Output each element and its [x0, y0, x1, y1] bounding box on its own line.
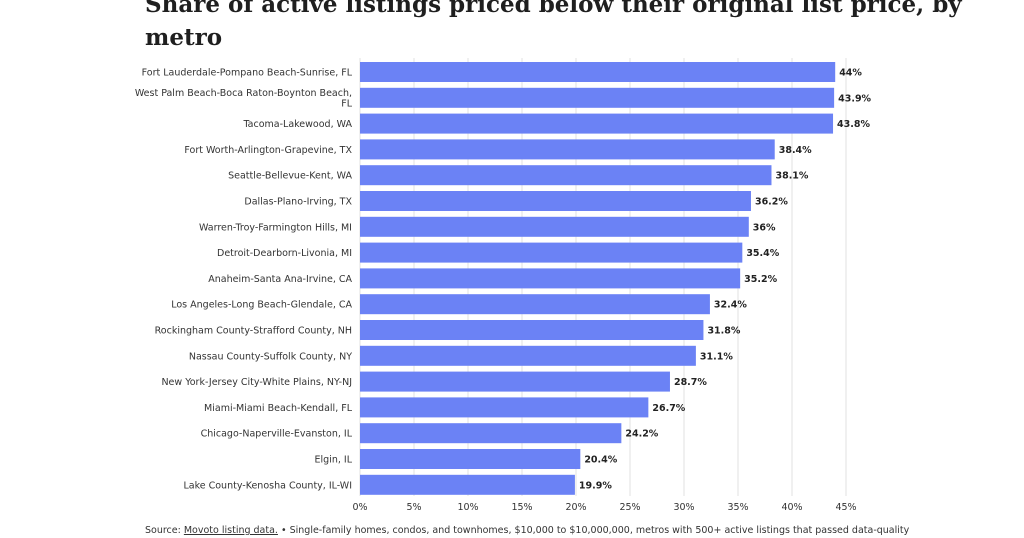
bar — [360, 397, 649, 418]
x-tick-label: 35% — [727, 502, 748, 513]
value-label: 28.7% — [674, 377, 707, 388]
value-label: 44% — [839, 68, 862, 79]
category-label: New York-Jersey City-White Plains, NY-NJ — [161, 377, 352, 388]
x-tick-label: 10% — [457, 502, 478, 513]
bar — [360, 294, 710, 315]
source-link[interactable]: Movoto listing data. — [183, 525, 278, 536]
category-label: West Palm Beach-Boca Raton-Boynton Beach… — [135, 88, 353, 110]
category-label: Warren-Troy-Farmington Hills, MI — [199, 222, 352, 233]
x-axis-ticks: 0% 5% 10% 15% 20% 25% 30% 35% 40% 45% — [352, 502, 856, 513]
bar — [360, 320, 704, 340]
bar — [360, 371, 670, 392]
x-tick-label: 5% — [406, 502, 421, 513]
category-label: Los Angeles-Long Beach-Glendale, CA — [171, 300, 352, 311]
value-label: 38.4% — [779, 145, 812, 156]
bar — [360, 474, 575, 495]
bar — [360, 268, 741, 289]
value-labels: 44% 43.9% 43.8% 38.4% 38.1% 36.2% 36% 35.4% 35.2… — [579, 68, 872, 492]
x-tick-label: 25% — [619, 502, 640, 513]
category-label: Lake County-Kenosha County, IL-WI — [183, 480, 352, 491]
value-label: 31.8% — [707, 326, 740, 337]
category-label: Miami-Miami Beach-Kendall, FL — [204, 403, 353, 414]
value-label: 19.9% — [579, 480, 612, 491]
value-label: 26.7% — [652, 403, 685, 414]
chart-title: Share of active listings priced below th… — [145, 0, 962, 51]
bar — [360, 242, 743, 263]
value-label: 24.2% — [625, 429, 658, 440]
bar — [360, 62, 836, 82]
bar — [360, 423, 622, 444]
value-label: 32.4% — [714, 300, 747, 311]
value-label: 36% — [753, 222, 776, 233]
x-tick-label: 45% — [835, 502, 856, 513]
category-label: Chicago-Naperville-Evanston, IL — [201, 429, 353, 440]
category-label: Fort Worth-Arlington-Grapevine, TX — [184, 145, 352, 156]
bar — [360, 87, 835, 108]
value-label: 36.2% — [755, 197, 788, 208]
x-tick-label: 40% — [781, 502, 802, 513]
value-label: 31.1% — [700, 351, 733, 362]
bar — [360, 113, 834, 134]
source-note: Source: Movoto listing data. • Single-fa… — [145, 525, 1015, 536]
source-details: • Single-family homes, condos, and townh… — [277, 525, 910, 536]
bar — [360, 345, 696, 366]
x-tick-label: 15% — [511, 502, 532, 513]
value-label: 35.2% — [744, 274, 777, 285]
category-label: Elgin, IL — [315, 455, 353, 466]
category-label: Dallas-Plano-Irving, TX — [244, 197, 352, 208]
category-labels: Fort Lauderdale-Pompano Beach-Sunrise, F… — [135, 68, 353, 492]
x-tick-label: 20% — [565, 502, 586, 513]
category-label: Detroit-Dearborn-Livonia, MI — [217, 248, 352, 259]
x-tick-label: 30% — [673, 502, 694, 513]
category-label: Fort Lauderdale-Pompano Beach-Sunrise, F… — [142, 68, 353, 79]
x-tick-label: 0% — [352, 502, 367, 513]
value-label: 43.9% — [838, 93, 871, 104]
bar — [360, 191, 751, 211]
source-prefix: Source: — [145, 525, 184, 536]
value-label: 43.8% — [837, 119, 870, 130]
category-label: Anaheim-Santa Ana-Irvine, CA — [208, 274, 352, 285]
bar — [360, 165, 772, 186]
category-label: Seattle-Bellevue-Kent, WA — [228, 171, 352, 182]
bar — [360, 216, 749, 237]
category-label: Tacoma-Lakewood, WA — [242, 119, 352, 130]
category-label: Nassau County-Suffolk County, NY — [189, 351, 352, 362]
category-label: Rockingham County-Strafford County, NH — [155, 326, 352, 337]
value-label: 35.4% — [746, 248, 779, 259]
value-label: 38.1% — [775, 171, 808, 182]
bar — [360, 139, 775, 160]
value-label: 20.4% — [584, 455, 617, 466]
bar — [360, 449, 581, 469]
bars — [360, 62, 836, 495]
